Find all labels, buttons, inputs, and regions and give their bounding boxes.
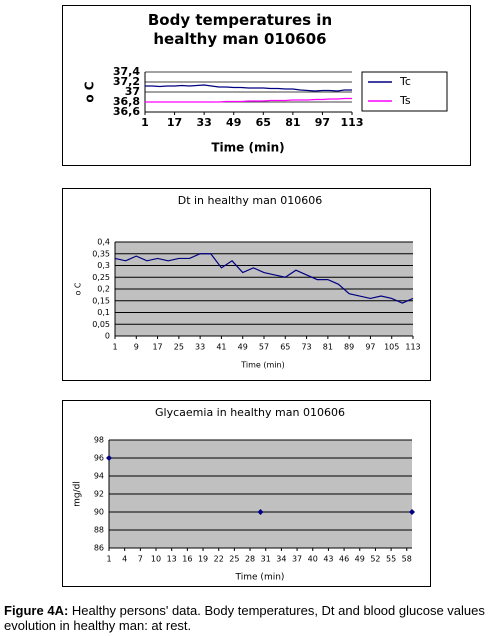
- x-tick-label: 113: [405, 343, 420, 352]
- y-tick-label: 0,3: [97, 261, 110, 270]
- point: [106, 455, 112, 461]
- x-tick-label: 73: [301, 343, 311, 352]
- y-tick-label: 0,4: [97, 238, 110, 247]
- y-tick-label: 94: [94, 472, 104, 481]
- legend-box: [361, 71, 448, 112]
- chart-title: Glycaemia in healthy man 010606: [155, 406, 345, 419]
- y-tick-label: 0,25: [92, 273, 110, 282]
- y-tick-label: 0,2: [97, 285, 110, 294]
- y-tick-label: 90: [94, 508, 104, 517]
- chart-title: Body temperatures in healthy man 010606: [147, 11, 333, 48]
- point: [409, 509, 415, 515]
- x-tick-label: 9: [134, 343, 139, 352]
- legend-label: Tc: [399, 75, 411, 88]
- x-tick-label: 41: [216, 343, 226, 352]
- x-tick-label: 4: [122, 555, 127, 564]
- y-tick-label: 0,1: [97, 308, 110, 317]
- y-tick-label: 88: [94, 526, 104, 535]
- y-tick-label: 98: [94, 436, 104, 445]
- y-tick-label: 37,2: [113, 75, 140, 88]
- x-tick-label: 46: [339, 555, 349, 564]
- y-tick-label: 96: [94, 454, 104, 463]
- x-tick-label: 19: [198, 555, 208, 564]
- x-tick-label: 28: [245, 555, 255, 564]
- x-tick-label: 33: [196, 116, 211, 129]
- point: [257, 509, 264, 515]
- x-tick-label: 10: [151, 555, 161, 564]
- y-axis-label: mg/dl: [73, 481, 83, 507]
- x-tick-label: 105: [384, 343, 399, 352]
- x-tick-label: 113: [341, 116, 364, 129]
- x-tick-label: 17: [152, 343, 162, 352]
- y-axis-label: o C: [74, 282, 83, 295]
- legend-label: Ts: [399, 94, 411, 107]
- x-tick-label: 22: [214, 555, 224, 564]
- x-tick-label: 57: [259, 343, 269, 352]
- caption-text: Healthy persons' data. Body temperatures…: [4, 603, 485, 633]
- y-axis-label: o C: [83, 81, 97, 102]
- caption: Figure 4A: Healthy persons' data. Body t…: [4, 603, 498, 633]
- x-tick-label: 37: [292, 555, 302, 564]
- x-tick-label: 25: [229, 555, 239, 564]
- y-tick-label: 0: [105, 332, 110, 341]
- x-tick-label: 1: [141, 116, 149, 129]
- x-tick-label: 89: [344, 343, 354, 352]
- x-tick-label: 58: [402, 555, 412, 564]
- x-tick-label: 25: [174, 343, 184, 352]
- x-tick-label: 16: [182, 555, 192, 564]
- x-tick-label: 7: [138, 555, 143, 564]
- x-tick-label: 31: [261, 555, 271, 564]
- x-axis-label: Time (min): [211, 141, 284, 155]
- x-tick-label: 1: [106, 555, 111, 564]
- x-tick-label: 49: [238, 343, 248, 352]
- caption-label: Figure 4A:: [4, 603, 69, 618]
- x-tick-label: 34: [276, 555, 286, 564]
- x-tick-label: 33: [195, 343, 205, 352]
- x-tick-label: 81: [323, 343, 333, 352]
- y-tick-label: 92: [94, 490, 104, 499]
- line: [145, 97, 352, 103]
- y-tick-label: 0,15: [92, 296, 110, 305]
- x-tick-label: 65: [280, 343, 290, 352]
- x-tick-label: 81: [285, 116, 300, 129]
- x-tick-label: 55: [386, 555, 396, 564]
- x-tick-label: 40: [308, 555, 318, 564]
- y-tick-label: 36,8: [113, 95, 140, 108]
- x-tick-label: 65: [256, 116, 271, 129]
- y-tick-label: 37: [125, 85, 140, 98]
- y-tick-label: 0,05: [92, 320, 110, 329]
- line: [114, 253, 414, 304]
- y-tick-label: 36,6: [113, 105, 140, 118]
- x-axis-label: Time (min): [240, 361, 284, 370]
- x-tick-label: 52: [370, 555, 380, 564]
- y-tick-label: 0,35: [92, 249, 110, 258]
- x-tick-label: 49: [226, 116, 241, 129]
- x-tick-label: 97: [365, 343, 375, 352]
- x-tick-label: 13: [167, 555, 177, 564]
- x-tick-label: 97: [315, 116, 330, 129]
- x-tick-label: 17: [167, 116, 182, 129]
- x-axis-label: Time (min): [235, 573, 285, 583]
- chart-title: Dt in healthy man 010606: [178, 194, 323, 207]
- line: [145, 84, 352, 92]
- x-tick-label: 1: [112, 343, 117, 352]
- x-tick-label: 43: [323, 555, 333, 564]
- y-tick-label: 37,4: [113, 65, 140, 78]
- x-tick-label: 49: [355, 555, 365, 564]
- y-tick-label: 86: [94, 544, 104, 553]
